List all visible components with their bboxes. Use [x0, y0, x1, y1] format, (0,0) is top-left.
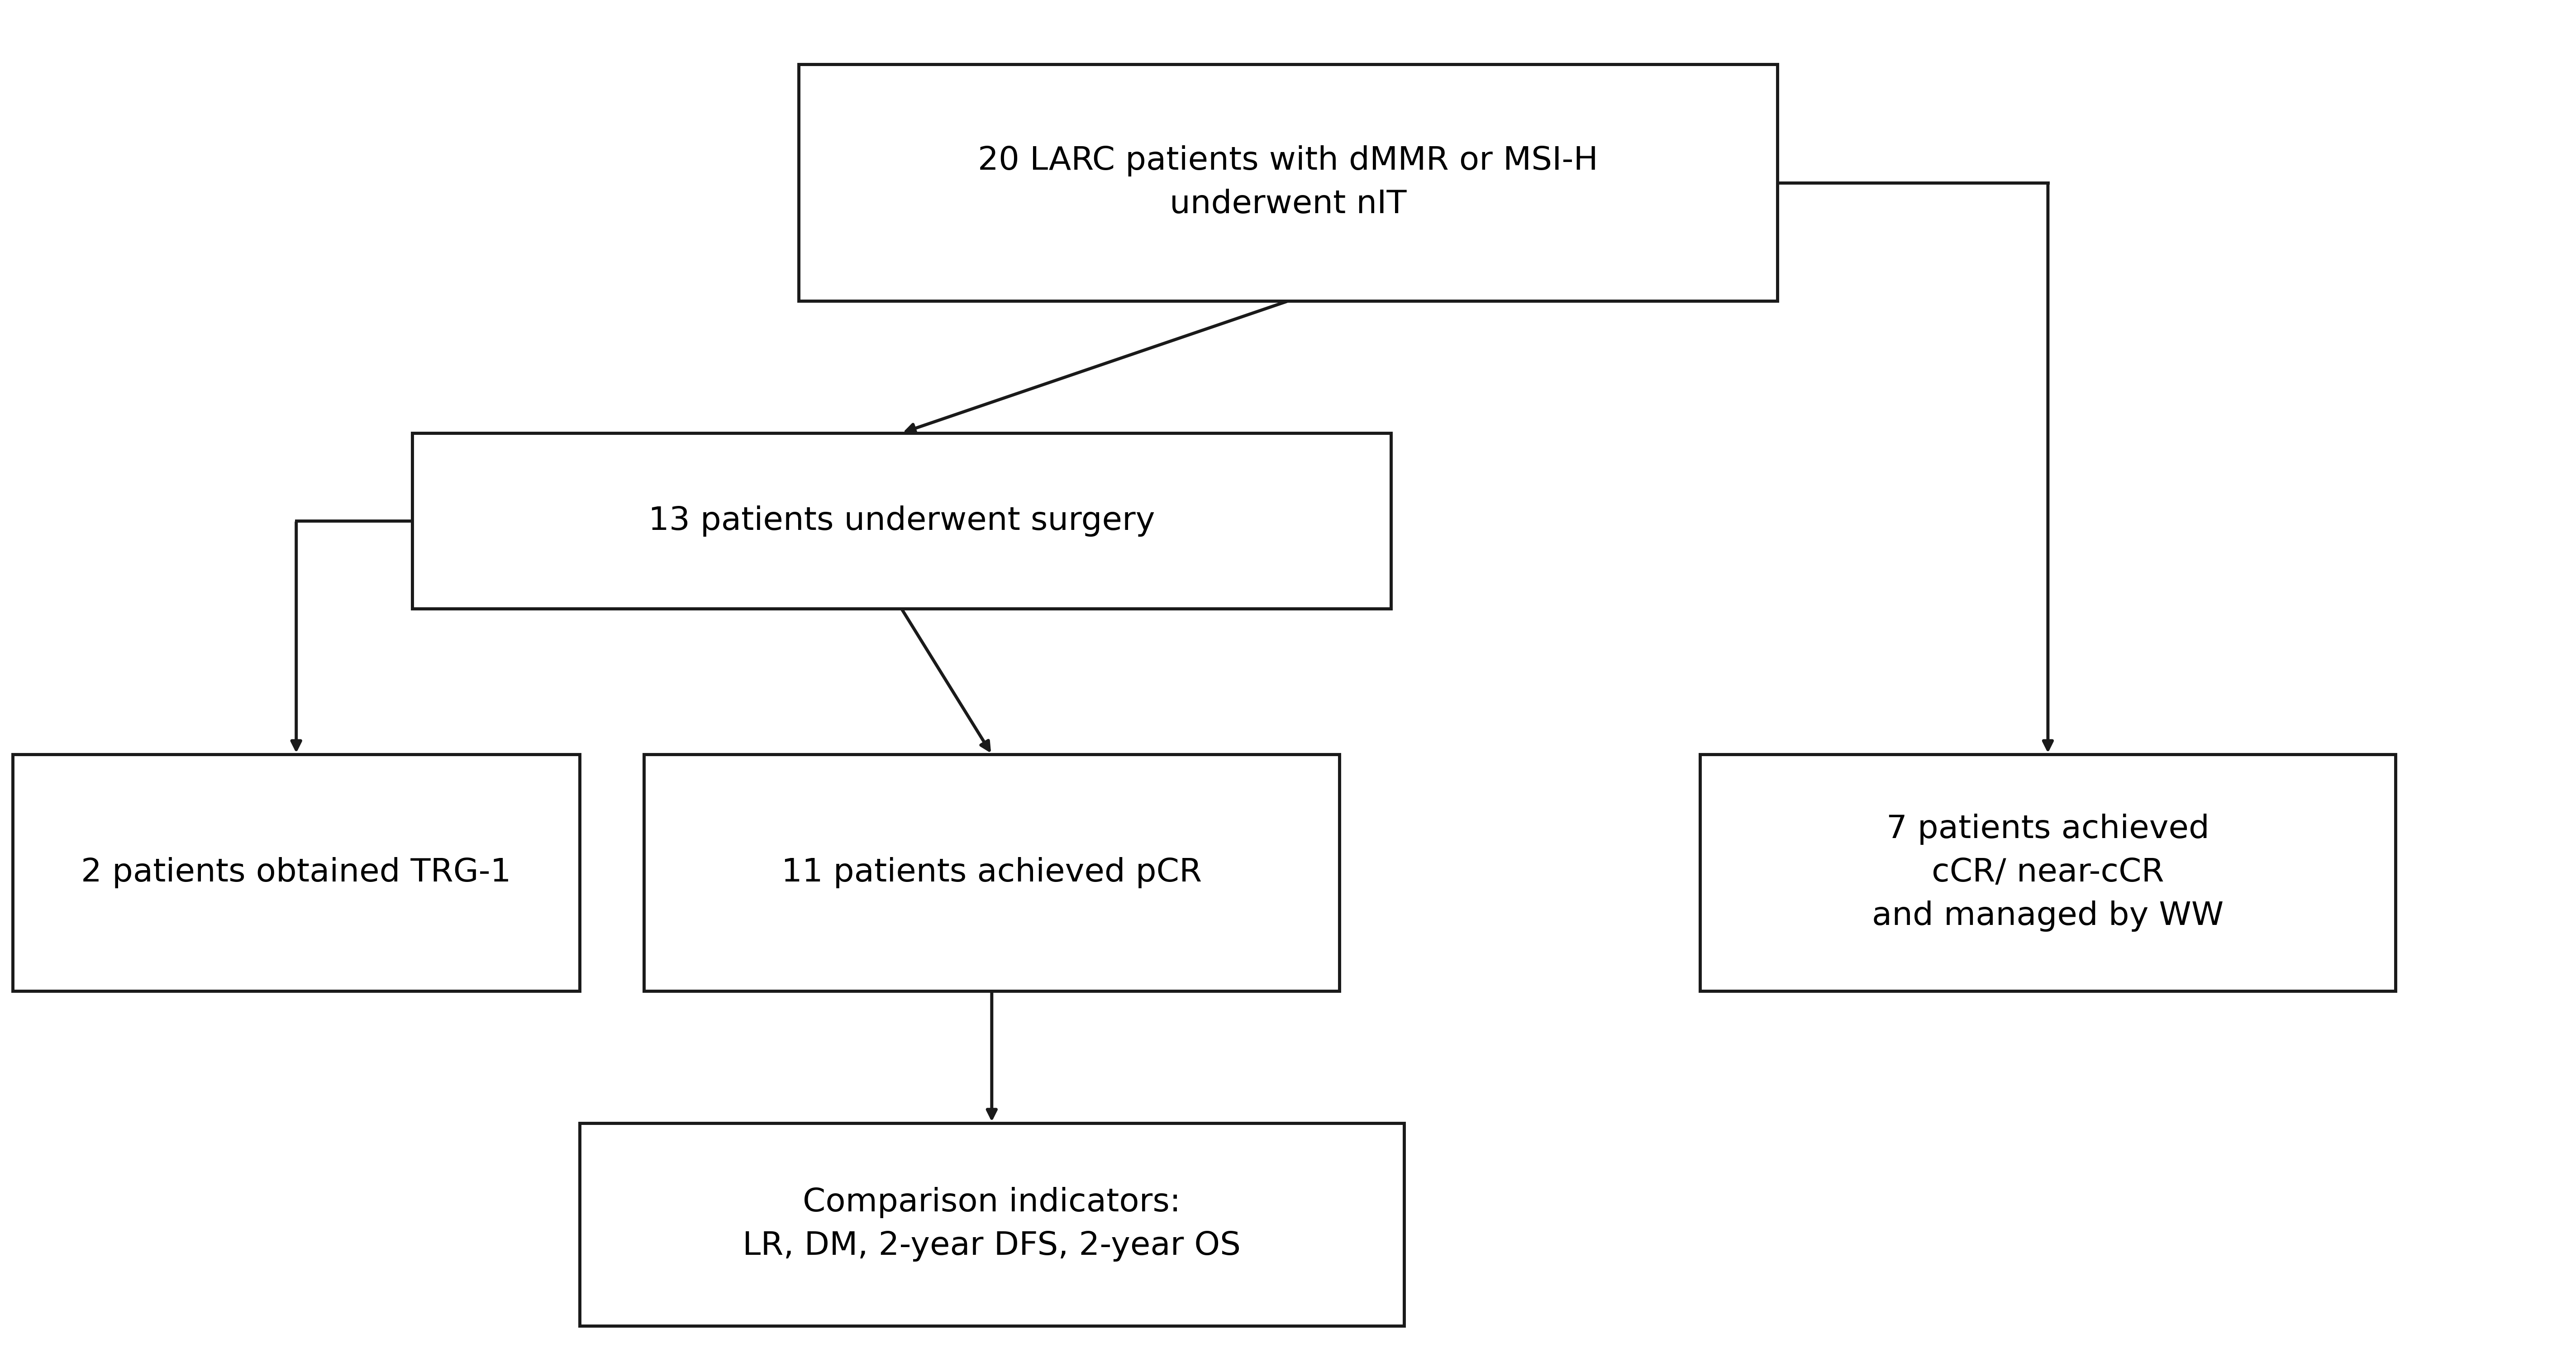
Text: 7 patients achieved
cCR/ near-cCR
and managed by WW: 7 patients achieved cCR/ near-cCR and ma… [1873, 813, 2223, 932]
Text: 20 LARC patients with dMMR or MSI-H
underwent nIT: 20 LARC patients with dMMR or MSI-H unde… [979, 145, 1597, 221]
Text: Comparison indicators:
LR, DM, 2-year DFS, 2-year OS: Comparison indicators: LR, DM, 2-year DF… [742, 1187, 1242, 1262]
Bar [580, 1123, 1404, 1326]
Text: 2 patients obtained TRG-1: 2 patients obtained TRG-1 [82, 856, 510, 889]
Text: 13 patients underwent surgery: 13 patients underwent surgery [649, 505, 1154, 537]
Bar [644, 755, 1340, 990]
Bar [799, 65, 1777, 302]
Text: 11 patients achieved pCR: 11 patients achieved pCR [781, 856, 1203, 889]
Bar [13, 755, 580, 990]
Bar [412, 433, 1391, 609]
Bar [1700, 755, 2396, 990]
